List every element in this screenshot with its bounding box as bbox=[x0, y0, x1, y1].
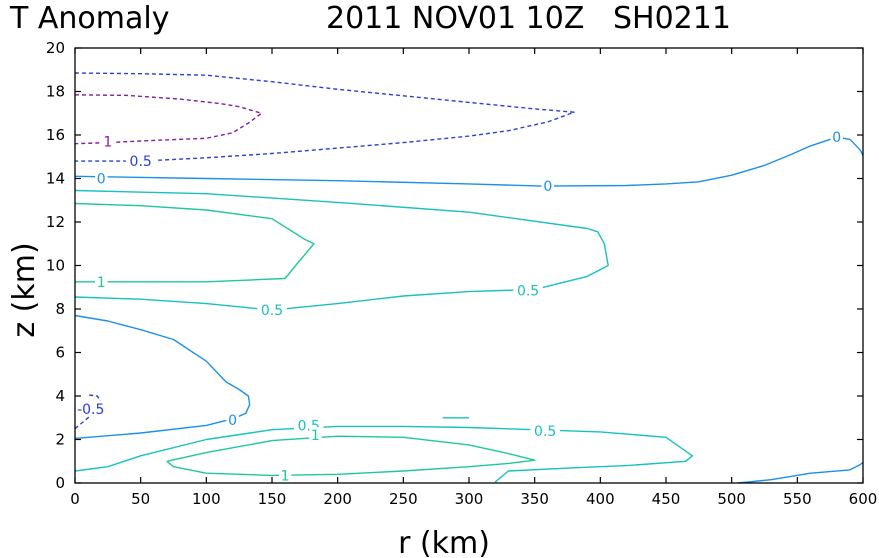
x-tick-label: 400 bbox=[586, 490, 615, 508]
x-tick-label: 250 bbox=[389, 490, 418, 508]
x-tick-label: 300 bbox=[455, 490, 484, 508]
y-tick-label: 4 bbox=[55, 387, 65, 405]
x-tick-label: 50 bbox=[131, 490, 150, 508]
contour-label-gap bbox=[226, 411, 239, 427]
y-tick-label: 14 bbox=[46, 170, 65, 188]
contour-line-level-0.5 bbox=[74, 425, 693, 483]
y-tick-label: 12 bbox=[46, 213, 65, 231]
contour-label-gap bbox=[71, 401, 110, 417]
y-tick-label: 0 bbox=[55, 474, 65, 492]
x-tick-label: 500 bbox=[717, 490, 746, 508]
contour-label: 0.5 bbox=[534, 424, 556, 440]
contour-label-gap bbox=[257, 302, 287, 318]
contour-label-gap bbox=[513, 282, 543, 298]
x-tick-label: 550 bbox=[783, 490, 812, 508]
x-tick-label: 600 bbox=[849, 490, 878, 508]
contour-label: 1 bbox=[103, 135, 112, 151]
x-tick-label: 350 bbox=[520, 490, 549, 508]
contour-label: 0 bbox=[228, 413, 237, 429]
x-tick-label: 200 bbox=[323, 490, 352, 508]
contour-line-level-neg0.5 bbox=[74, 72, 575, 162]
contour-label-gap bbox=[830, 129, 843, 145]
contour-label: 0.5 bbox=[261, 303, 283, 319]
contour-label: 0 bbox=[543, 179, 552, 195]
chart-title-right: 2011 NOV01 10Z SH0211 bbox=[326, 1, 731, 36]
contour-line-level-0 bbox=[74, 314, 251, 440]
contour-label: 0 bbox=[97, 172, 106, 188]
x-tick-label: 100 bbox=[192, 490, 221, 508]
contour-label-gap bbox=[309, 427, 322, 443]
y-tick-label: 6 bbox=[55, 344, 65, 362]
contour-label: 0.5 bbox=[130, 154, 152, 170]
contour-label: 1 bbox=[311, 428, 320, 444]
x-axis-ticks: 0 50 100 150 200 250 300 350 400 450 500 550 600 bbox=[70, 48, 877, 508]
contour-label-gap bbox=[125, 153, 156, 169]
y-tick-label: 18 bbox=[46, 83, 65, 101]
contour-line-level-0.5 bbox=[74, 189, 609, 311]
chart-title-left: T Anomaly bbox=[9, 1, 169, 36]
contour-label-gap bbox=[95, 273, 108, 289]
contour-label-gap bbox=[101, 133, 115, 149]
contour-line-level-0 bbox=[738, 461, 864, 484]
contour-label: 1 bbox=[97, 275, 106, 291]
y-tick-label: 2 bbox=[55, 431, 65, 449]
contour-line-level-0 bbox=[74, 136, 864, 187]
contour-label-gap bbox=[541, 178, 555, 194]
x-tick-label: 0 bbox=[70, 490, 80, 508]
y-tick-label: 8 bbox=[55, 300, 65, 318]
contour-label: -0.5 bbox=[77, 402, 104, 418]
contour-line-level-neg1 bbox=[74, 94, 263, 145]
contour-label-gap bbox=[278, 467, 292, 483]
contour-lines bbox=[74, 72, 864, 484]
contour-label-gap bbox=[95, 170, 108, 186]
x-axis-label: r (km) bbox=[398, 526, 490, 558]
contour-line-level-1 bbox=[166, 435, 536, 477]
x-tick-label: 450 bbox=[652, 490, 681, 508]
x-tick-label: 150 bbox=[258, 490, 287, 508]
y-tick-label: 10 bbox=[46, 257, 65, 275]
contour-label: 0 bbox=[832, 130, 841, 146]
y-tick-label: 20 bbox=[46, 39, 65, 57]
contour-label-gap bbox=[530, 422, 560, 438]
contour-label: 1 bbox=[281, 468, 290, 484]
contour-line-level-1 bbox=[74, 202, 315, 283]
contour-label: 0.5 bbox=[517, 284, 539, 300]
y-axis-label: z (km) bbox=[7, 242, 42, 337]
y-tick-label: 16 bbox=[46, 126, 65, 144]
